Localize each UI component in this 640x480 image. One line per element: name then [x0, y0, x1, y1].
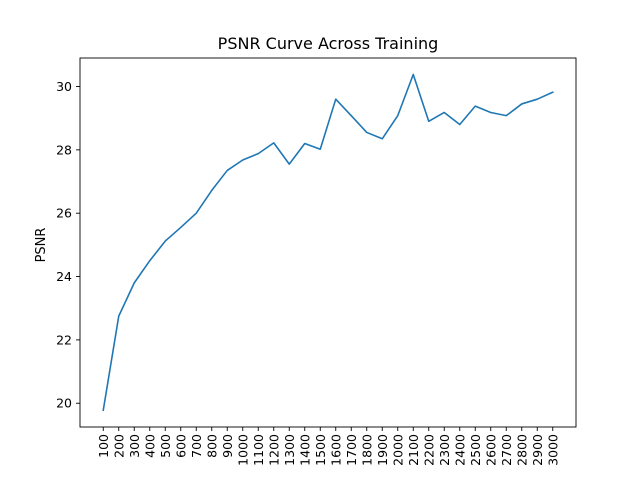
x-tick-label: 700 — [189, 434, 204, 458]
y-tick-label: 28 — [56, 142, 72, 157]
y-tick-label: 22 — [56, 332, 72, 347]
x-tick-label: 2700 — [499, 434, 514, 466]
y-tick-label: 30 — [56, 79, 72, 94]
x-tick-label: 1700 — [344, 434, 359, 466]
x-tick-label: 200 — [111, 434, 126, 458]
x-tick-label: 2300 — [437, 434, 452, 466]
x-tick-label: 900 — [220, 434, 235, 458]
x-tick-label: 1000 — [235, 434, 250, 466]
x-tick-label: 2400 — [452, 434, 467, 466]
series-line-0 — [102, 73, 554, 412]
x-tick-label: 1600 — [328, 434, 343, 466]
x-tick-label: 2900 — [530, 434, 545, 466]
x-tick-label: 1900 — [375, 434, 390, 466]
x-tick-label: 300 — [127, 434, 142, 458]
axes-frame — [79, 57, 577, 428]
x-tick-label: 2200 — [421, 434, 436, 466]
x-tick-label: 1500 — [313, 434, 328, 466]
x-tick-label: 800 — [204, 434, 219, 458]
x-tick-label: 1100 — [251, 434, 266, 466]
y-tick-label: 20 — [56, 396, 72, 411]
x-tick-label: 2800 — [514, 434, 529, 466]
x-tick-label: 2100 — [406, 434, 421, 466]
x-tick-label: 2500 — [468, 434, 483, 466]
x-tick-label: 600 — [173, 434, 188, 458]
y-axis-label: PSNR — [34, 228, 49, 263]
x-tick-label: 500 — [158, 434, 173, 458]
x-tick-label: 2000 — [390, 434, 405, 466]
x-tick-label: 3000 — [545, 434, 560, 466]
x-tick-label: 100 — [96, 434, 111, 458]
x-tick-label: 1300 — [282, 434, 297, 466]
x-tick-label: 1800 — [359, 434, 374, 466]
x-tick-label: 1400 — [297, 434, 312, 466]
x-tick-label: 1200 — [266, 434, 281, 466]
y-tick-label: 24 — [56, 269, 72, 284]
y-tick-label: 26 — [56, 206, 72, 221]
chart-title: PSNR Curve Across Training — [218, 34, 439, 53]
x-tick-label: 400 — [142, 434, 157, 458]
x-tick-label: 2600 — [483, 434, 498, 466]
